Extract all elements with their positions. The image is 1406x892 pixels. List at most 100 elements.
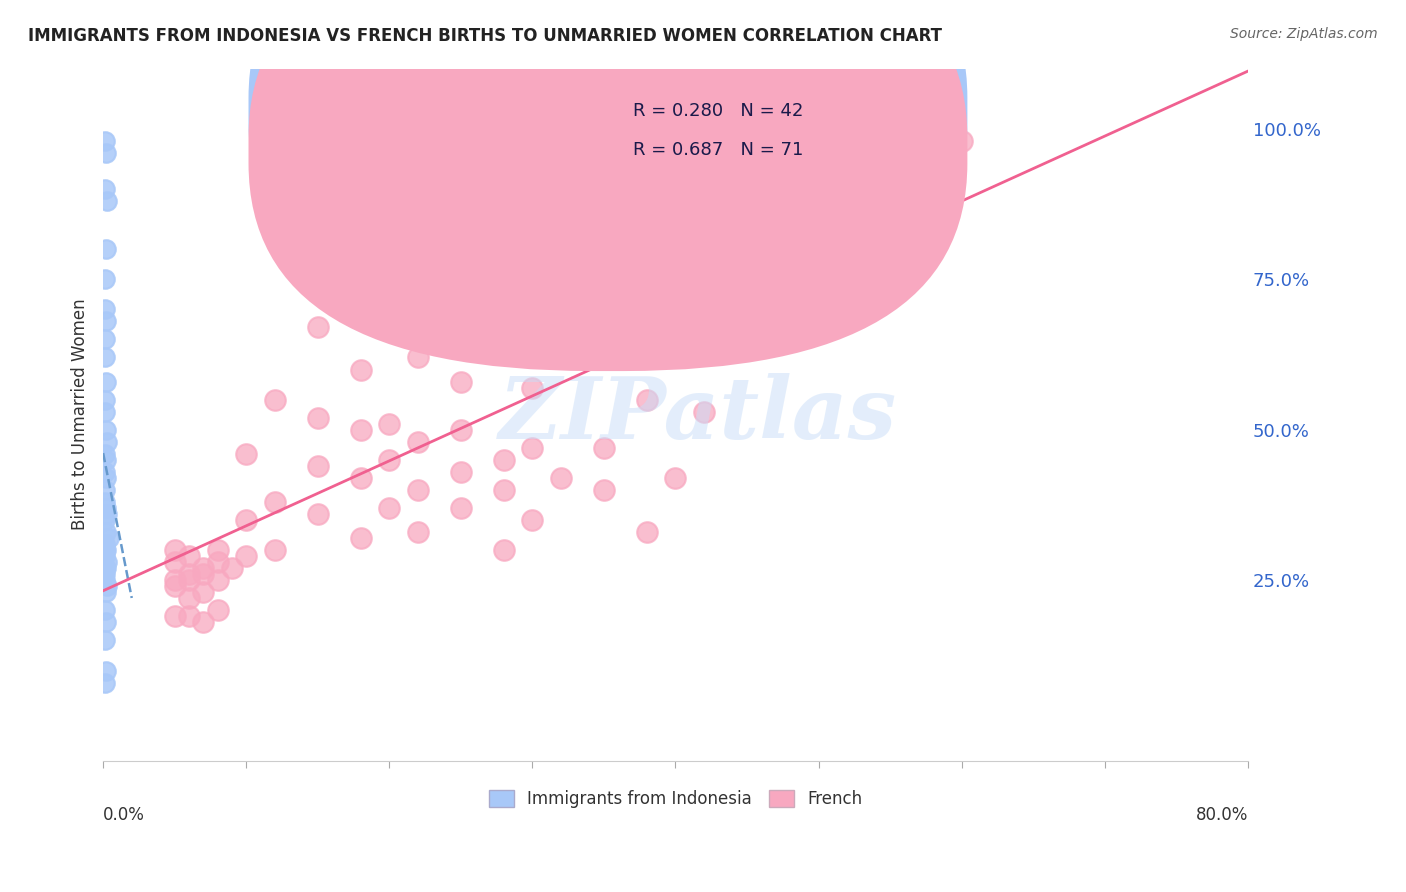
Point (93, 543, 115, 558)
Point (450, 375, 472, 389)
Point (307, 320, 329, 334)
Point (94, 423, 117, 437)
Point (93, 603, 115, 617)
Point (94, 500, 117, 515)
Point (522, 381, 544, 395)
Point (177, 591, 200, 606)
Point (263, 495, 285, 509)
Point (207, 543, 229, 558)
Point (235, 549, 257, 563)
Point (664, 285, 686, 299)
Point (350, 531, 373, 545)
Point (93, 351, 115, 365)
Point (350, 362, 373, 376)
Point (522, 513, 544, 527)
Point (94, 145, 117, 160)
Point (450, 465, 472, 479)
Point (94, 561, 117, 575)
Text: ZIPatlas: ZIPatlas (499, 373, 897, 457)
Point (492, 543, 515, 558)
Point (550, 290, 572, 304)
Point (235, 513, 257, 527)
Point (97, 531, 120, 545)
Point (163, 555, 186, 569)
Point (406, 434, 429, 449)
Point (93, 513, 115, 527)
Point (93, 465, 115, 479)
Point (350, 290, 373, 304)
Point (177, 567, 200, 582)
Point (93, 447, 115, 461)
Point (263, 392, 285, 407)
Point (96, 555, 118, 569)
Point (221, 561, 243, 575)
Point (93, 549, 115, 563)
Point (93, 182, 115, 196)
Point (163, 543, 186, 558)
Point (94, 242, 117, 256)
Point (93, 495, 115, 509)
Point (735, 302, 758, 317)
Point (406, 242, 429, 256)
Point (550, 471, 572, 485)
Point (593, 441, 616, 455)
Point (593, 483, 616, 497)
Text: IMMIGRANTS FROM INDONESIA VS FRENCH BIRTHS TO UNMARRIED WOMEN CORRELATION CHART: IMMIGRANTS FROM INDONESIA VS FRENCH BIRT… (28, 27, 942, 45)
Point (406, 483, 429, 497)
Point (350, 423, 373, 437)
Point (93, 567, 115, 582)
Point (492, 483, 515, 497)
Point (593, 254, 616, 268)
Point (94, 615, 117, 630)
Point (235, 447, 257, 461)
Point (636, 230, 658, 244)
Point (163, 573, 186, 587)
Point (492, 333, 515, 347)
Point (406, 351, 429, 365)
Point (94, 585, 117, 599)
Point (450, 212, 472, 227)
Point (207, 555, 229, 569)
Point (94, 453, 117, 467)
Point (94, 664, 117, 678)
Text: 0.0%: 0.0% (103, 805, 145, 824)
FancyBboxPatch shape (249, 0, 967, 371)
Point (636, 524, 658, 539)
Point (378, 314, 401, 328)
Point (94, 375, 117, 389)
Point (492, 272, 515, 286)
Point (93, 561, 115, 575)
Point (163, 579, 186, 593)
Point (163, 609, 186, 624)
Point (177, 549, 200, 563)
Text: R = 0.280   N = 42: R = 0.280 N = 42 (633, 102, 803, 120)
Point (94, 543, 117, 558)
Point (177, 573, 200, 587)
Point (378, 500, 401, 515)
Point (96, 507, 118, 521)
Point (93, 573, 115, 587)
Point (93, 633, 115, 648)
Point (93, 392, 115, 407)
Point (93, 537, 115, 551)
Point (93, 675, 115, 690)
Point (664, 471, 686, 485)
Point (93, 302, 115, 317)
Point (350, 471, 373, 485)
Point (193, 585, 215, 599)
Point (263, 543, 285, 558)
Point (593, 344, 616, 359)
Text: Source: ZipAtlas.com: Source: ZipAtlas.com (1230, 27, 1378, 41)
Point (207, 573, 229, 587)
Point (307, 507, 329, 521)
Point (406, 524, 429, 539)
Point (378, 417, 401, 431)
Point (94, 471, 117, 485)
Point (193, 561, 215, 575)
Point (307, 410, 329, 425)
FancyBboxPatch shape (249, 0, 967, 332)
Point (450, 423, 472, 437)
Point (94, 314, 117, 328)
Point (693, 405, 716, 419)
Point (96, 194, 118, 208)
